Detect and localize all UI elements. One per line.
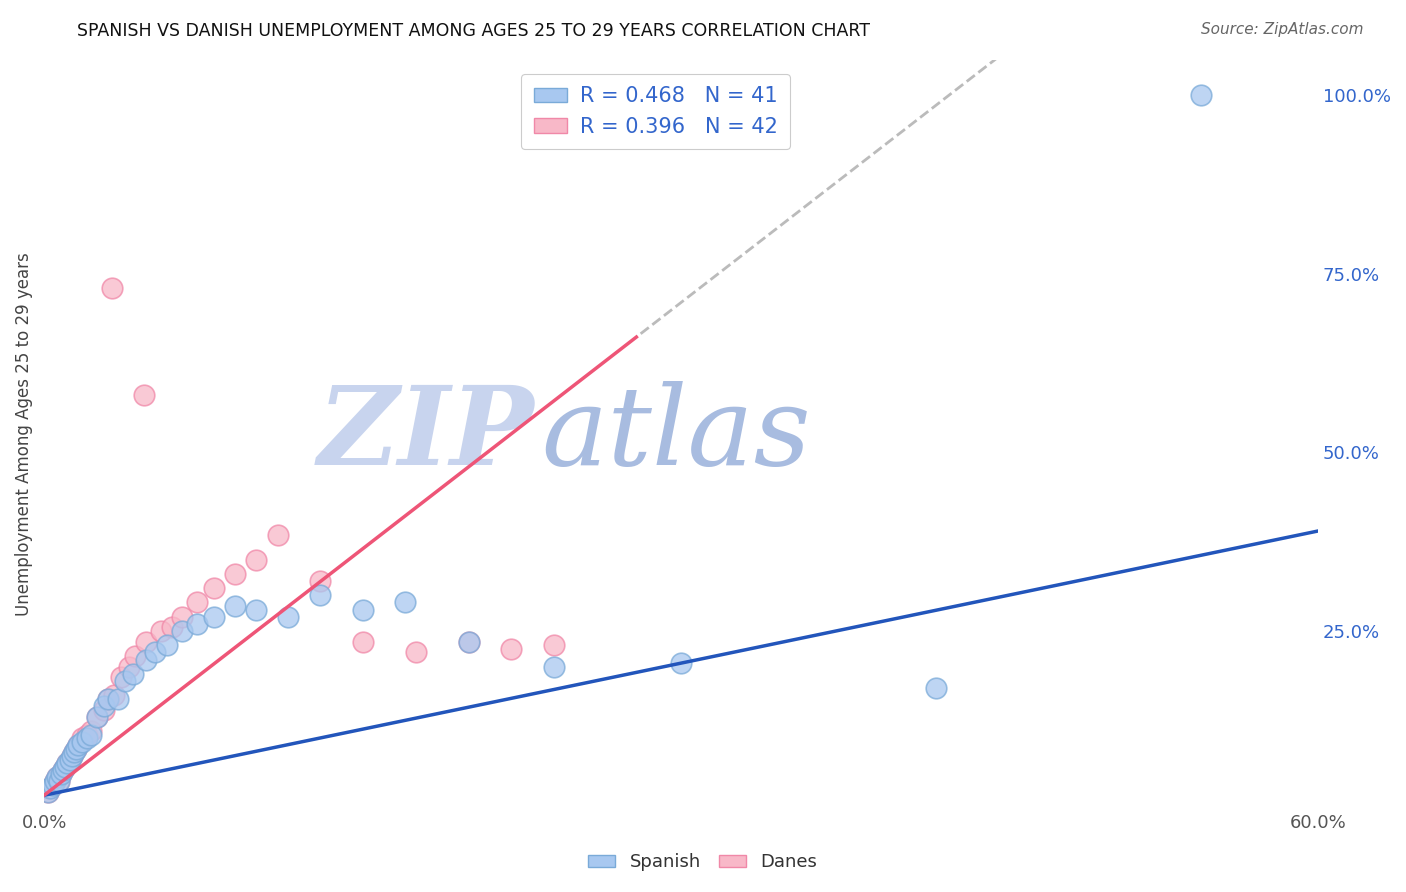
Point (202, 581, 225, 595)
Point (67, 738, 90, 752)
Point (65, 741, 87, 756)
Point (49, 767, 72, 781)
Point (245, 552, 267, 566)
Point (52, 764, 75, 778)
Point (56, 756, 79, 771)
Point (224, 566, 246, 581)
Legend: Spanish, Danes: Spanish, Danes (581, 847, 825, 879)
Point (65, 741, 87, 756)
Point (63, 745, 86, 759)
Point (172, 609, 194, 624)
Point (53, 760, 76, 774)
Point (58, 753, 80, 767)
Point (72, 731, 94, 745)
Point (56, 756, 79, 771)
Point (172, 624, 194, 638)
Legend: R = 0.468   N = 41, R = 0.396   N = 42: R = 0.468 N = 41, R = 0.396 N = 42 (522, 74, 790, 149)
Point (135, 652, 157, 666)
Point (543, 638, 565, 652)
Point (309, 588, 332, 602)
Point (352, 602, 374, 616)
Point (72, 734, 94, 748)
Point (41, 778, 63, 792)
Point (86, 709, 108, 723)
Point (48, 774, 70, 789)
Text: Source: ZipAtlas.com: Source: ZipAtlas.com (1201, 22, 1364, 37)
Point (60, 749, 83, 764)
Point (114, 673, 136, 688)
Point (309, 574, 332, 588)
Point (143, 645, 166, 659)
Point (93, 702, 115, 716)
Point (37, 785, 59, 799)
Point (45, 771, 67, 785)
Point (67, 738, 90, 752)
Point (266, 527, 288, 541)
Point (58, 753, 80, 767)
Point (93, 698, 115, 713)
Point (44, 774, 66, 789)
Point (80, 727, 103, 741)
Point (543, 659, 565, 673)
Point (110, 670, 132, 684)
Point (156, 638, 179, 652)
Text: SPANISH VS DANISH UNEMPLOYMENT AMONG AGES 25 TO 29 YEARS CORRELATION CHART: SPANISH VS DANISH UNEMPLOYMENT AMONG AGE… (77, 22, 870, 40)
Text: ZIP: ZIP (318, 381, 534, 488)
Point (925, 681, 948, 695)
Point (277, 609, 299, 624)
Point (39, 781, 62, 796)
Point (186, 595, 208, 609)
Text: atlas: atlas (541, 381, 811, 488)
Point (135, 634, 157, 648)
Point (48, 774, 70, 789)
Point (97, 691, 120, 706)
Point (352, 634, 374, 648)
Point (49, 767, 72, 781)
Point (186, 616, 208, 631)
Point (52, 764, 75, 778)
Y-axis label: Unemployment Among Ages 25 to 29 years: Unemployment Among Ages 25 to 29 years (15, 252, 32, 616)
Point (80, 723, 103, 738)
Point (53, 760, 76, 774)
Point (122, 666, 145, 681)
Point (132, 388, 155, 402)
Point (394, 595, 416, 609)
Point (44, 774, 66, 789)
Point (107, 691, 129, 706)
Point (149, 624, 172, 638)
Point (457, 634, 479, 648)
Point (86, 709, 108, 723)
Point (202, 609, 225, 624)
Point (118, 659, 141, 673)
Point (76, 727, 98, 741)
Point (405, 645, 427, 659)
Point (245, 602, 267, 616)
Point (669, 656, 692, 670)
Point (45, 771, 67, 785)
Point (124, 648, 146, 663)
Point (457, 634, 479, 648)
Point (37, 785, 59, 799)
Point (160, 620, 183, 634)
Point (101, 281, 124, 295)
Point (501, 641, 523, 656)
Point (103, 688, 125, 702)
Point (1189, 88, 1212, 103)
Point (76, 731, 98, 745)
Point (60, 749, 83, 764)
Point (39, 781, 62, 796)
Point (41, 778, 63, 792)
Point (224, 599, 246, 613)
Point (63, 745, 86, 759)
Point (97, 691, 120, 706)
